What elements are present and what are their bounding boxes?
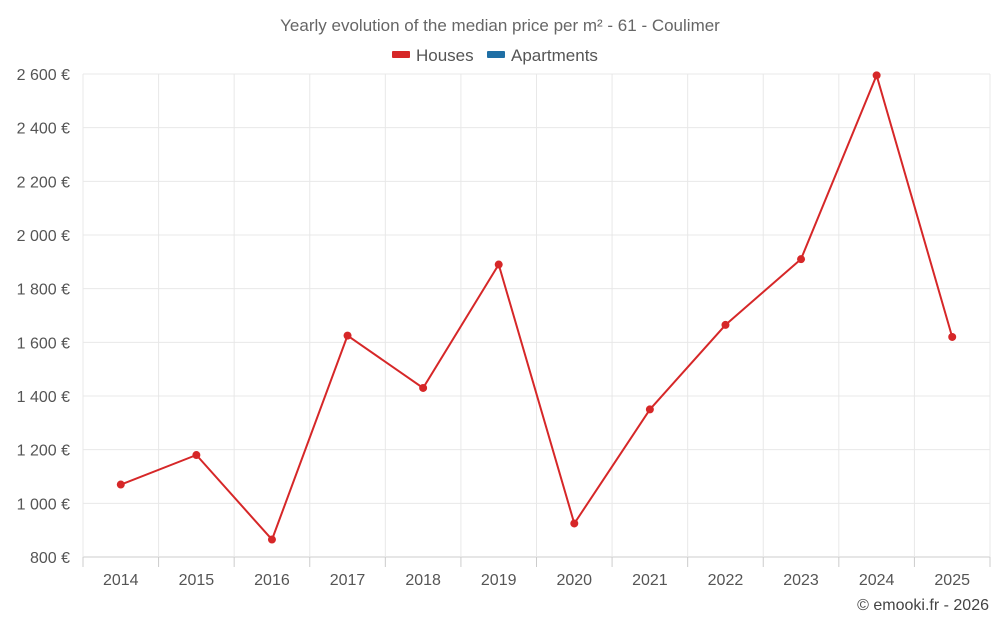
- data-point-houses-2023[interactable]: [797, 255, 806, 264]
- legend: Houses Apartments: [392, 46, 598, 65]
- legend-label-apartments: Apartments: [511, 46, 598, 65]
- credit-text: © emooki.fr - 2026: [857, 597, 989, 614]
- x-gridlines: [82, 74, 991, 557]
- data-point-houses-2015[interactable]: [192, 451, 201, 460]
- x-tick-label: 2014: [103, 572, 139, 589]
- y-tick-label: 2 200 €: [17, 174, 70, 191]
- data-point-houses-2018[interactable]: [419, 383, 428, 392]
- legend-swatch-houses: [392, 51, 410, 58]
- y-tick-label: 1 600 €: [17, 335, 70, 352]
- data-point-houses-2014[interactable]: [116, 480, 125, 489]
- x-tick-label: 2017: [330, 572, 366, 589]
- series-points: [116, 71, 957, 544]
- data-point-houses-2024[interactable]: [872, 71, 881, 80]
- legend-item-apartments[interactable]: Apartments: [487, 46, 598, 65]
- data-point-houses-2016[interactable]: [267, 535, 276, 544]
- data-point-houses-2025[interactable]: [948, 332, 957, 341]
- y-tick-label: 1 800 €: [17, 282, 70, 299]
- data-point-houses-2022[interactable]: [721, 320, 730, 329]
- x-tick-label: 2020: [556, 572, 592, 589]
- legend-swatch-apartments: [487, 51, 505, 58]
- y-axis-labels: 800 € 1 000 € 1 200 € 1 400 € 1 600 € 1 800 €…: [17, 67, 70, 567]
- x-tick-label: 2023: [783, 572, 819, 589]
- y-tick-label: 2 400 €: [17, 121, 70, 138]
- series-line-houses: [119, 74, 954, 541]
- y-tick-label: 2 600 €: [17, 67, 70, 84]
- y-tick-label: 1 200 €: [17, 443, 70, 460]
- x-tick-label: 2015: [179, 572, 215, 589]
- y-tick-label: 2 000 €: [17, 228, 70, 245]
- y-tick-label: 800 €: [30, 550, 70, 567]
- x-tick-label: 2019: [481, 572, 517, 589]
- data-point-houses-2017[interactable]: [343, 331, 352, 340]
- x-tick-label: 2025: [934, 572, 970, 589]
- legend-label-houses: Houses: [416, 46, 474, 65]
- legend-item-houses[interactable]: Houses: [392, 46, 474, 65]
- series-lines: [119, 74, 954, 541]
- x-tick-label: 2021: [632, 572, 668, 589]
- x-tick-label: 2016: [254, 572, 290, 589]
- y-tick-label: 1 400 €: [17, 389, 70, 406]
- y-tick-label: 1 000 €: [17, 496, 70, 513]
- x-axis: 2014 2015 2016 2017 2018 2019 2020 2021 2022 2023…: [82, 557, 991, 589]
- x-tick-label: 2024: [859, 572, 895, 589]
- data-point-houses-2019[interactable]: [494, 260, 503, 269]
- data-point-houses-2021[interactable]: [645, 405, 654, 414]
- chart-title: Yearly evolution of the median price per…: [280, 16, 720, 35]
- data-point-houses-2020[interactable]: [570, 519, 579, 528]
- x-tick-label: 2022: [708, 572, 744, 589]
- x-tick-label: 2018: [405, 572, 441, 589]
